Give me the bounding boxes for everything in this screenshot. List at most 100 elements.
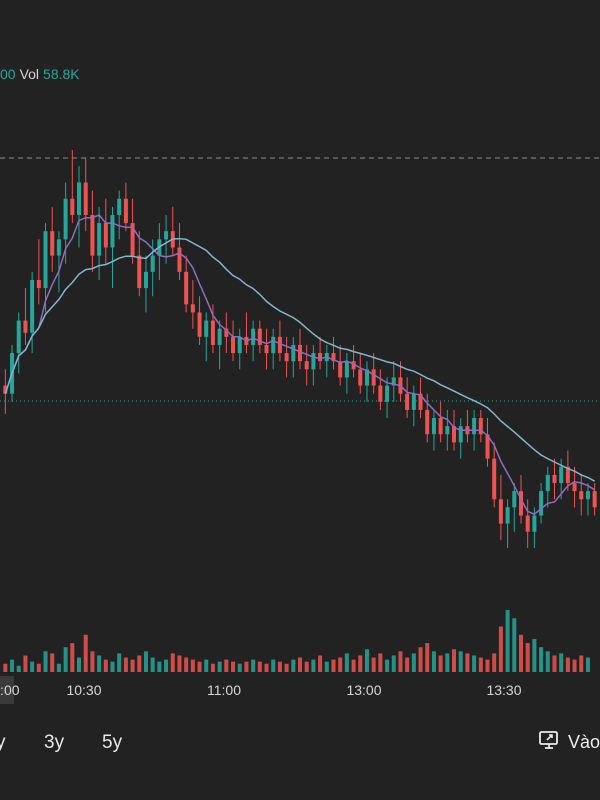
candle-body [204, 320, 209, 337]
volume-bar [559, 653, 564, 672]
candle-body [431, 418, 436, 435]
volume-bar [505, 610, 510, 672]
candle-body [110, 214, 115, 248]
volume-bar [224, 659, 229, 672]
time-axis-label: 10:30 [66, 682, 101, 698]
volume-bar [398, 651, 403, 672]
volume-bar [257, 661, 262, 672]
volume-bar [36, 663, 41, 672]
candle-body [97, 223, 102, 256]
volume-bar [338, 657, 343, 672]
time-axis-label: 11:00 [207, 682, 241, 698]
candle-body [284, 353, 289, 362]
volume-bar [539, 647, 544, 672]
volume-bar [130, 659, 135, 672]
volume-bar [170, 653, 175, 672]
candle-body [251, 328, 256, 345]
volume-bar [284, 663, 289, 672]
volume-bar [197, 661, 202, 672]
volume-bar [204, 659, 209, 672]
chart-canvas[interactable]: 10:00 10:30 11:00 13:00 13:30 [0, 0, 600, 720]
candle-body [378, 385, 383, 402]
volume-bar [277, 661, 282, 672]
volume-bar [418, 647, 423, 672]
candle-body [271, 336, 276, 354]
volume-bar [478, 657, 483, 672]
enter-button[interactable]: Vào [538, 730, 600, 755]
candle-body [291, 344, 296, 362]
candle-body [150, 255, 155, 272]
candle-body [405, 393, 410, 410]
volume-bar [405, 657, 410, 672]
volume-bar [438, 655, 443, 672]
candle-body [30, 279, 35, 333]
volume-bar [264, 663, 269, 672]
volume-bar [117, 653, 122, 672]
volume-bar [157, 661, 162, 672]
range-button-5y[interactable]: 5y [102, 732, 123, 753]
candle-body [304, 361, 309, 370]
volume-bar [458, 651, 463, 672]
candle-body [505, 507, 510, 524]
candle-body [512, 491, 517, 508]
volume-bar [391, 655, 396, 672]
volume-bar [572, 659, 577, 672]
candle-body [445, 426, 450, 435]
candle-body [77, 182, 82, 215]
volume-bar [83, 634, 88, 672]
candle-body [532, 515, 537, 532]
candle-body [358, 369, 363, 386]
enter-button-label: Vào [567, 732, 600, 752]
legend-vol-label: Vol [19, 66, 40, 82]
candle-body [485, 434, 490, 459]
volume-bar [364, 649, 369, 672]
volume-bar [30, 661, 35, 672]
candle-body [177, 247, 182, 272]
volume-bar [498, 626, 503, 672]
volume-bar [297, 657, 303, 672]
time-label-highlight [0, 676, 14, 704]
volume-bar [251, 659, 256, 672]
volume-bar [150, 657, 155, 672]
volume-bar [344, 653, 349, 672]
volume-bar [532, 638, 537, 672]
candle-body [83, 182, 88, 215]
candle-body [43, 231, 48, 289]
volume-bar [445, 653, 450, 672]
candle-body [90, 214, 95, 256]
volume-bar [411, 653, 416, 672]
volume-bar [90, 651, 95, 672]
range-button-3y[interactable]: 3y [44, 732, 65, 753]
volume-bar [579, 655, 584, 672]
time-axis-label: 10:00 [0, 682, 20, 698]
chart-legend: 00 Vol 58.8K [0, 66, 80, 82]
volume-bar [545, 651, 550, 672]
volume-bar [137, 655, 142, 672]
candle-body [237, 336, 242, 354]
volume-bar [358, 655, 363, 672]
volume-bar [552, 655, 557, 672]
volume-bar [378, 653, 383, 672]
candle-body [70, 198, 75, 215]
candle-body [63, 198, 68, 240]
candle-body [552, 474, 557, 484]
volume-bar [331, 659, 336, 672]
volume-bar [184, 657, 189, 672]
volume-bar [177, 655, 182, 672]
candle-body [36, 279, 41, 289]
volume-bar [110, 661, 115, 672]
candle-body [344, 361, 349, 378]
candle-body [572, 483, 577, 492]
volume-bar [324, 661, 329, 672]
volume-bar [70, 643, 75, 672]
candle-body [311, 353, 316, 370]
candle-body [277, 336, 282, 354]
volume-bar [565, 657, 570, 672]
candle-body [103, 223, 108, 248]
volume-bar [244, 661, 249, 672]
candle-body [56, 239, 61, 256]
candle-body [371, 369, 376, 386]
time-axis-label: 13:00 [346, 682, 381, 698]
range-button-y[interactable]: y [0, 732, 6, 753]
